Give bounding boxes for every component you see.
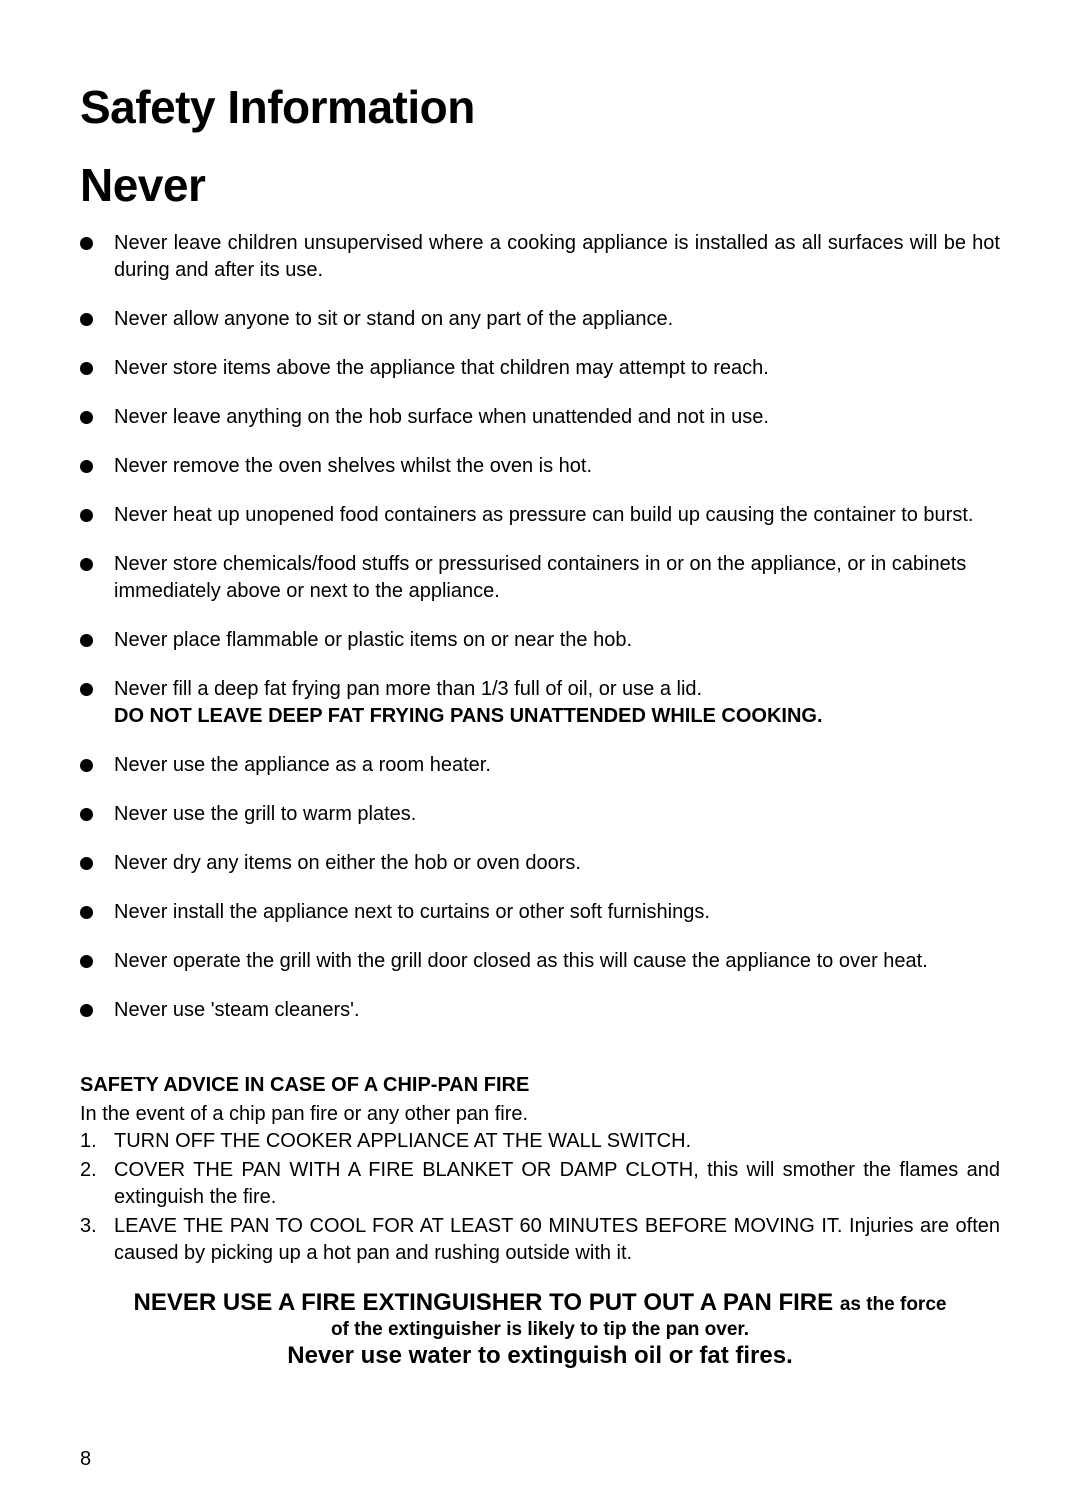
bullet-text: Never fill a deep fat frying pan more th… — [114, 678, 702, 700]
warning-line-3: Never use water to extinguish oil or fat… — [80, 1342, 1000, 1371]
bullet-item: Never heat up unopened food containers a… — [80, 502, 1000, 529]
warning-line-2: of the extinguisher is likely to tip the… — [80, 1318, 1000, 1343]
warning-line-1: NEVER USE A FIRE EXTINGUISHER TO PUT OUT… — [80, 1289, 1000, 1318]
bullet-item: Never use the appliance as a room heater… — [80, 752, 1000, 779]
warning-block: NEVER USE A FIRE EXTINGUISHER TO PUT OUT… — [80, 1289, 1000, 1371]
bullet-text: Never store items above the appliance th… — [114, 357, 769, 379]
bullet-item: Never leave children unsupervised where … — [80, 230, 1000, 284]
bullet-item: Never install the appliance next to curt… — [80, 899, 1000, 926]
bullet-text: Never allow anyone to sit or stand on an… — [114, 308, 673, 330]
warning-line1-small: as the force — [840, 1294, 947, 1315]
advice-heading: SAFETY ADVICE IN CASE OF A CHIP-PAN FIRE — [80, 1074, 1000, 1097]
bullet-text: Never heat up unopened food containers a… — [114, 504, 973, 526]
bullet-text: Never store chemicals/food stuffs or pre… — [114, 553, 966, 602]
bullet-text: Never operate the grill with the grill d… — [114, 950, 928, 972]
bullet-item: Never dry any items on either the hob or… — [80, 850, 1000, 877]
safety-advice-section: SAFETY ADVICE IN CASE OF A CHIP-PAN FIRE… — [80, 1074, 1000, 1267]
bullet-item: Never use 'steam cleaners'. — [80, 997, 1000, 1024]
bullet-item: Never store items above the appliance th… — [80, 355, 1000, 382]
bullet-text: Never place flammable or plastic items o… — [114, 629, 632, 651]
bullet-item: Never use the grill to warm plates. — [80, 801, 1000, 828]
bullet-text: Never use the grill to warm plates. — [114, 803, 416, 825]
page-title: Safety Information — [80, 80, 1000, 134]
bullet-text: Never dry any items on either the hob or… — [114, 852, 581, 874]
bullet-item: Never leave anything on the hob surface … — [80, 404, 1000, 431]
advice-step: COVER THE PAN WITH A FIRE BLANKET OR DAM… — [80, 1157, 1000, 1211]
warning-line1-big: NEVER USE A FIRE EXTINGUISHER TO PUT OUT… — [134, 1289, 840, 1316]
page-number: 8 — [80, 1448, 91, 1471]
bullet-text: Never use the appliance as a room heater… — [114, 754, 491, 776]
advice-steps-list: TURN OFF THE COOKER APPLIANCE AT THE WAL… — [80, 1128, 1000, 1267]
advice-intro: In the event of a chip pan fire or any o… — [80, 1103, 1000, 1126]
bullet-text: Never leave anything on the hob surface … — [114, 406, 769, 428]
bullet-text: Never use 'steam cleaners'. — [114, 999, 360, 1021]
bullet-item: Never fill a deep fat frying pan more th… — [80, 676, 1000, 730]
advice-step: LEAVE THE PAN TO COOL FOR AT LEAST 60 MI… — [80, 1213, 1000, 1267]
never-bullet-list: Never leave children unsupervised where … — [80, 230, 1000, 1024]
bullet-item: Never operate the grill with the grill d… — [80, 948, 1000, 975]
bullet-item: Never allow anyone to sit or stand on an… — [80, 306, 1000, 333]
bullet-text: Never leave children unsupervised where … — [114, 232, 1000, 281]
advice-step: TURN OFF THE COOKER APPLIANCE AT THE WAL… — [80, 1128, 1000, 1155]
bullet-item: Never place flammable or plastic items o… — [80, 627, 1000, 654]
bullet-item: Never remove the oven shelves whilst the… — [80, 453, 1000, 480]
bullet-bold-addendum: DO NOT LEAVE DEEP FAT FRYING PANS UNATTE… — [114, 705, 823, 727]
bullet-text: Never install the appliance next to curt… — [114, 901, 710, 923]
bullet-item: Never store chemicals/food stuffs or pre… — [80, 551, 1000, 605]
bullet-text: Never remove the oven shelves whilst the… — [114, 455, 592, 477]
section-subtitle: Never — [80, 158, 1000, 212]
